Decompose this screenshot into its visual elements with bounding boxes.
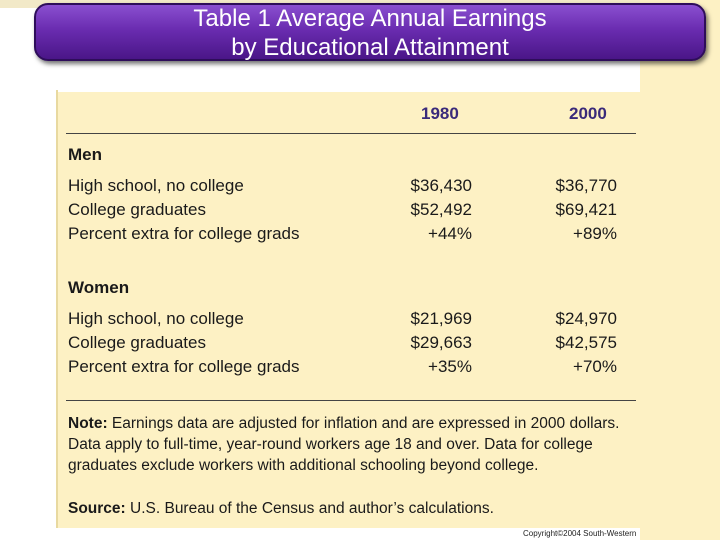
table-panel	[58, 92, 640, 528]
cell-value-2000: $24,970	[555, 309, 617, 328]
left-margin	[0, 60, 58, 540]
row-label: Percent extra for college grads	[68, 224, 300, 243]
source-text: U.S. Bureau of the Census and author’s c…	[125, 500, 494, 517]
cell-value-1980: $21,969	[410, 309, 472, 328]
section-heading-women: Women	[68, 278, 130, 297]
cell-value-2000: $69,421	[555, 200, 617, 219]
title-banner	[34, 3, 706, 61]
source-label: Source:	[68, 500, 126, 517]
cell-value-2000: +70%	[573, 357, 617, 376]
header-rule	[66, 133, 636, 134]
cell-value-2000: $36,770	[555, 176, 617, 195]
row-label: Percent extra for college grads	[68, 357, 300, 376]
slide-background	[640, 0, 720, 540]
column-header-1980: 1980	[421, 104, 459, 123]
cell-value-2000: $42,575	[555, 333, 617, 352]
slide-title-line-1: Table 1 Average Annual Earnings	[193, 5, 547, 32]
note-text: Earnings data are adjusted for inflation…	[68, 415, 620, 474]
note-label: Note:	[68, 415, 108, 432]
left-divider	[56, 90, 58, 528]
row-label: High school, no college	[68, 176, 244, 195]
slide-title-line-2: by Educational Attainment	[231, 34, 509, 61]
footer-rule	[66, 400, 636, 401]
row-label: High school, no college	[68, 309, 244, 328]
cell-value-1980: $36,430	[410, 176, 472, 195]
slide-title: Table 1 Average Annual Earnings by Educa…	[34, 4, 706, 62]
section-heading-men: Men	[68, 145, 102, 164]
cell-value-1980: $52,492	[410, 200, 472, 219]
table-note: Note: Earnings data are adjusted for inf…	[68, 413, 638, 476]
row-label: College graduates	[68, 333, 206, 352]
cell-value-1980: +44%	[428, 224, 472, 243]
column-header-2000: 2000	[569, 104, 607, 123]
table-source: Source: U.S. Bureau of the Census and au…	[68, 500, 494, 518]
row-label: College graduates	[68, 200, 206, 219]
cell-value-2000: +89%	[573, 224, 617, 243]
cell-value-1980: $29,663	[410, 333, 472, 352]
copyright-notice: Copyright©2004 South-Western	[523, 529, 637, 538]
cell-value-1980: +35%	[428, 357, 472, 376]
